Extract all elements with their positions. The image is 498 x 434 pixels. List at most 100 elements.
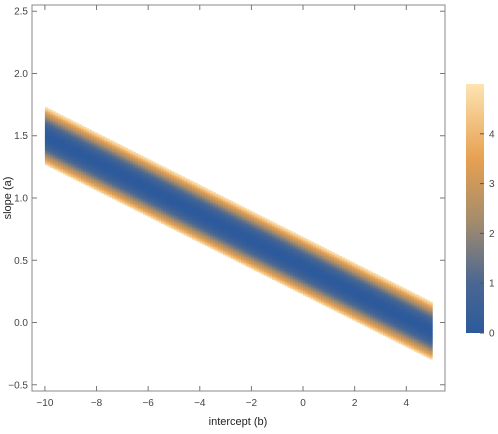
heatmap-cell bbox=[362, 304, 366, 308]
heatmap-cell bbox=[124, 157, 129, 160]
heatmap-cell bbox=[106, 138, 111, 141]
heatmap-cell bbox=[114, 148, 118, 151]
heatmap-cell bbox=[274, 249, 278, 252]
heatmap-cell bbox=[60, 121, 64, 124]
heatmap-cell bbox=[109, 141, 113, 144]
heatmap-cell bbox=[96, 142, 100, 145]
heatmap-cell bbox=[184, 205, 188, 208]
heatmap-cell bbox=[269, 262, 273, 265]
heatmap-cell bbox=[284, 260, 289, 263]
heatmap-cell bbox=[261, 236, 265, 240]
heatmap-cell bbox=[135, 173, 139, 176]
heatmap-cell bbox=[101, 137, 105, 140]
heatmap-cell bbox=[253, 257, 258, 260]
heatmap-cell bbox=[173, 204, 178, 207]
heatmap-cell bbox=[277, 274, 281, 277]
heatmap-cell bbox=[88, 179, 92, 182]
heatmap-cell bbox=[310, 256, 314, 259]
heatmap-cell bbox=[284, 241, 289, 244]
heatmap-cell bbox=[284, 231, 289, 234]
heatmap-cell bbox=[357, 299, 361, 302]
heatmap-cell bbox=[142, 165, 147, 168]
heatmap-cell bbox=[132, 181, 136, 184]
heatmap-cell bbox=[225, 220, 229, 223]
heatmap-cell bbox=[313, 280, 317, 283]
heatmap-cell bbox=[287, 261, 291, 264]
heatmap-cell bbox=[44, 113, 49, 116]
heatmap-cell bbox=[91, 178, 95, 181]
heatmap-cell bbox=[171, 197, 175, 200]
heatmap-cell bbox=[331, 254, 335, 258]
heatmap-cell bbox=[235, 226, 240, 229]
heatmap-cell bbox=[52, 162, 56, 165]
heatmap-cell bbox=[230, 209, 234, 212]
heatmap-cell bbox=[318, 252, 322, 255]
heatmap-cell bbox=[272, 257, 276, 260]
heatmap-cell bbox=[225, 211, 229, 214]
heatmap-cell bbox=[101, 183, 105, 186]
heatmap-cell bbox=[326, 301, 330, 304]
heatmap-cell bbox=[122, 189, 126, 192]
heatmap-cell bbox=[148, 206, 152, 209]
heatmap-cell bbox=[266, 226, 271, 229]
heatmap-cell bbox=[179, 196, 183, 199]
heatmap-cell bbox=[153, 192, 157, 195]
heatmap-cell bbox=[341, 293, 345, 296]
heatmap-cell bbox=[60, 122, 64, 125]
heatmap-cell bbox=[60, 131, 64, 134]
heatmap-cell bbox=[176, 208, 180, 211]
heatmap-cell bbox=[264, 272, 268, 275]
heatmap-cell bbox=[44, 137, 49, 140]
heatmap-cell bbox=[132, 196, 136, 199]
heatmap-cell bbox=[339, 284, 343, 287]
heatmap-cell bbox=[228, 201, 232, 204]
heatmap-cell bbox=[318, 291, 322, 294]
heatmap-cell bbox=[204, 201, 209, 204]
heatmap-cell bbox=[346, 282, 351, 285]
heatmap-cell bbox=[323, 278, 327, 281]
heatmap-cell bbox=[272, 237, 276, 240]
heatmap-cell bbox=[197, 185, 201, 188]
heatmap-cell bbox=[168, 195, 172, 198]
heatmap-cell bbox=[305, 254, 309, 257]
heatmap-cell bbox=[305, 277, 309, 280]
heatmap-cell bbox=[119, 189, 123, 192]
heatmap-cell bbox=[202, 224, 206, 227]
heatmap-cell bbox=[70, 156, 74, 159]
heatmap-cell bbox=[241, 252, 245, 255]
heatmap-cell bbox=[101, 140, 105, 143]
heatmap-cell bbox=[321, 294, 325, 297]
heatmap-cell bbox=[313, 298, 317, 301]
heatmap-cell bbox=[354, 318, 358, 321]
heatmap-cell bbox=[104, 158, 108, 161]
heatmap-cell bbox=[150, 209, 154, 212]
heatmap-cell bbox=[88, 166, 92, 169]
heatmap-cell bbox=[173, 189, 178, 192]
heatmap-cell bbox=[155, 190, 160, 193]
heatmap-cell bbox=[215, 246, 219, 249]
heatmap-cell bbox=[127, 163, 131, 166]
heatmap-cell bbox=[323, 275, 327, 278]
heatmap-cell bbox=[251, 241, 255, 244]
heatmap-cell bbox=[194, 200, 198, 203]
heatmap-cell bbox=[117, 145, 121, 148]
heatmap-cell bbox=[321, 252, 325, 255]
heatmap-cell bbox=[310, 264, 314, 267]
heatmap-cell bbox=[339, 276, 343, 279]
heatmap-cell bbox=[70, 124, 74, 127]
heatmap-cell bbox=[357, 305, 361, 308]
heatmap-cell bbox=[303, 290, 307, 293]
heatmap-cell bbox=[106, 165, 111, 168]
heatmap-cell bbox=[215, 194, 219, 197]
heatmap-cell bbox=[313, 264, 317, 267]
heatmap-cell bbox=[362, 286, 366, 289]
heatmap-cell bbox=[284, 253, 289, 256]
heatmap-cell bbox=[181, 212, 185, 215]
heatmap-cell bbox=[99, 162, 103, 165]
heatmap-cell bbox=[181, 192, 185, 195]
heatmap-cell bbox=[256, 270, 260, 273]
heatmap-cell bbox=[99, 174, 103, 177]
heatmap-cell bbox=[359, 299, 363, 302]
heatmap-cell bbox=[81, 148, 85, 151]
heatmap-cell bbox=[359, 289, 363, 292]
